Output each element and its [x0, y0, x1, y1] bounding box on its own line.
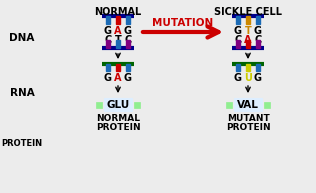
- Text: G: G: [234, 26, 242, 36]
- Text: U: U: [244, 73, 252, 83]
- Bar: [104, 98, 132, 111]
- Text: G: G: [104, 73, 112, 83]
- Text: MUTATION: MUTATION: [152, 18, 214, 28]
- Bar: [116, 16, 120, 24]
- Bar: [106, 40, 110, 48]
- Bar: [126, 64, 130, 71]
- Text: GLU: GLU: [106, 100, 130, 109]
- Bar: [126, 16, 130, 24]
- Bar: [116, 40, 120, 48]
- Text: A: A: [244, 35, 252, 45]
- Bar: [116, 64, 120, 71]
- Text: C: C: [104, 35, 112, 45]
- Bar: [236, 16, 240, 24]
- Text: G: G: [124, 73, 132, 83]
- Text: G: G: [234, 73, 242, 83]
- Bar: [256, 16, 260, 24]
- Text: A: A: [114, 26, 122, 36]
- Bar: [264, 102, 270, 108]
- Text: G: G: [254, 26, 262, 36]
- Text: DNA: DNA: [9, 33, 35, 43]
- Text: PROTEIN: PROTEIN: [2, 139, 43, 147]
- Text: T: T: [115, 35, 121, 45]
- Bar: [134, 102, 140, 108]
- Bar: [246, 64, 250, 71]
- Text: PROTEIN: PROTEIN: [96, 123, 140, 132]
- Bar: [236, 64, 240, 71]
- Text: C: C: [234, 35, 242, 45]
- Text: G: G: [254, 73, 262, 83]
- Bar: [236, 40, 240, 48]
- Bar: [256, 40, 260, 48]
- Bar: [246, 16, 250, 24]
- Text: C: C: [125, 35, 132, 45]
- Text: C: C: [254, 35, 262, 45]
- Text: RNA: RNA: [9, 88, 34, 98]
- Text: T: T: [245, 26, 251, 36]
- Bar: [226, 102, 232, 108]
- Text: VAL: VAL: [237, 100, 259, 109]
- Text: G: G: [124, 26, 132, 36]
- Bar: [256, 64, 260, 71]
- Bar: [126, 40, 130, 48]
- Bar: [106, 64, 110, 71]
- Text: NORMAL: NORMAL: [96, 114, 140, 123]
- Text: SICKLE CELL: SICKLE CELL: [214, 7, 282, 17]
- Text: G: G: [104, 26, 112, 36]
- Text: MUTANT: MUTANT: [227, 114, 269, 123]
- Bar: [246, 40, 250, 48]
- Bar: [234, 98, 262, 111]
- Text: A: A: [114, 73, 122, 83]
- Text: PROTEIN: PROTEIN: [226, 123, 270, 132]
- Bar: [96, 102, 102, 108]
- Text: NORMAL: NORMAL: [94, 7, 142, 17]
- Bar: [106, 16, 110, 24]
